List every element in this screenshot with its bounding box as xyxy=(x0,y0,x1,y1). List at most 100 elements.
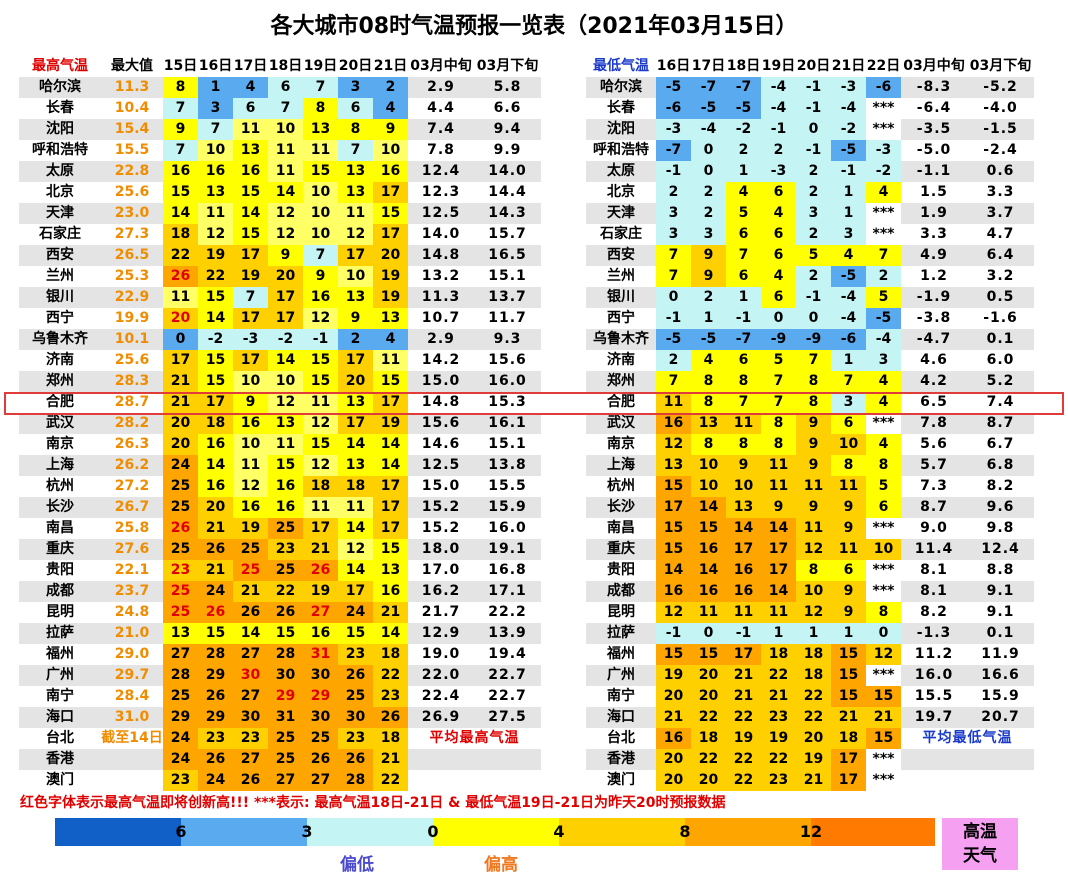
forecast-cell: 3 xyxy=(831,224,866,245)
forecast-cell: 2 xyxy=(373,77,408,98)
forecast-cell: 8 xyxy=(866,455,901,476)
average-cell: 11.7 xyxy=(488,310,527,326)
forecast-cell: 2 xyxy=(761,140,796,161)
forecast-cell: 16 xyxy=(303,287,338,308)
column-header: 19日 xyxy=(303,56,338,77)
forecast-cell: 15 xyxy=(831,686,866,707)
avg-max-label: 平均最高气温 xyxy=(429,730,520,746)
forecast-cell: 17 xyxy=(233,245,268,266)
average-cell: 18.0 xyxy=(408,539,474,560)
forecast-cell: 15 xyxy=(268,623,303,644)
average-cell: -3.5 xyxy=(901,119,967,140)
forecast-cell: 21 xyxy=(373,602,408,623)
forecast-cell: 17 xyxy=(338,581,373,602)
column-header: 15日 xyxy=(163,56,198,77)
column-header: 20日 xyxy=(796,56,831,77)
city-name: 成都 xyxy=(586,581,656,602)
forecast-cell: 27 xyxy=(163,644,198,665)
city-name: 贵阳 xyxy=(46,562,74,578)
forecast-cell: 17 xyxy=(831,749,866,770)
forecast-cell: 17 xyxy=(656,497,691,518)
forecast-cell: -5 xyxy=(656,77,691,98)
forecast-cell: 11 xyxy=(268,140,303,161)
forecast-cell: -9 xyxy=(796,329,831,350)
forecast-cell: -4 xyxy=(831,287,866,308)
forecast-cell: 25 xyxy=(233,560,268,581)
table-row: 乌鲁木齐 10.1 0 -2 -3 -2 -1 2 4 2.9 9.3 xyxy=(19,329,541,350)
forecast-cell: 2 xyxy=(796,224,831,245)
forecast-cell: 20 xyxy=(691,686,726,707)
forecast-cell: 12 xyxy=(303,308,338,329)
legend-high-label: 偏高 xyxy=(484,855,518,875)
forecast-cell: 18 xyxy=(303,476,338,497)
average-cell: 16.8 xyxy=(488,562,527,578)
city-name: 西安 xyxy=(586,245,656,266)
forecast-cell: 18 xyxy=(761,644,796,665)
forecast-cell: 9 xyxy=(831,518,866,539)
city-name: 济南 xyxy=(607,352,635,368)
forecast-cell: 13 xyxy=(338,161,373,182)
average-cell: 6.5 xyxy=(920,394,948,410)
header-row: 最高气温 最大值 15日 16日 17日 18日 19日 20日 21日 03月中旬 03月下旬 xyxy=(19,56,541,77)
city-name: 长沙 xyxy=(19,497,101,518)
forecast-cell: 4 xyxy=(866,434,901,455)
max-record-value: 26.2 xyxy=(101,455,163,476)
city-name: 天津 xyxy=(586,203,656,224)
forecast-cell: 23 xyxy=(761,770,796,791)
average-cell: 7.4 xyxy=(408,119,474,140)
city-name: 太原 xyxy=(586,161,656,182)
forecast-cell: 17 xyxy=(373,518,408,539)
forecast-cell: -7 xyxy=(726,77,761,98)
forecast-cell: 10 xyxy=(303,224,338,245)
forecast-cell: 25 xyxy=(163,497,198,518)
column-header: 17日 xyxy=(691,56,726,77)
forecast-cell: -1 xyxy=(726,623,761,644)
max-record-value: 27.6 xyxy=(101,539,163,560)
forecast-cell: 2 xyxy=(691,182,726,203)
city-name: 香港 xyxy=(19,749,101,770)
forecast-cell: 17 xyxy=(268,287,303,308)
city-name: 北京 xyxy=(607,184,635,200)
forecast-cell: 3 xyxy=(656,203,691,224)
average-cell: 11.3 xyxy=(408,287,474,308)
average-cell: 21.7 xyxy=(421,604,461,620)
forecast-cell: 13 xyxy=(338,287,373,308)
column-header: 18日 xyxy=(268,56,303,77)
city-name: 南京 xyxy=(46,436,74,452)
forecast-cell: -1 xyxy=(656,161,691,182)
forecast-cell: -2 xyxy=(831,119,866,140)
forecast-cell: 20 xyxy=(656,686,691,707)
forecast-cell: -5 xyxy=(866,308,901,329)
forecast-cell: 13 xyxy=(726,497,761,518)
forecast-cell: 9 xyxy=(796,434,831,455)
average-cell: -3.8 xyxy=(916,310,952,326)
city-name: 上海 xyxy=(586,455,656,476)
average-cell: 15.1 xyxy=(488,436,527,452)
average-cell: 14.6 xyxy=(421,436,461,452)
table-row: 北京 2 2 4 6 2 1 4 1.5 3.3 xyxy=(586,182,1034,203)
forecast-cell: 15 xyxy=(303,371,338,392)
average-cell: 3.3 xyxy=(920,226,948,242)
forecast-cell: 23 xyxy=(373,686,408,707)
forecast-cell: -1 xyxy=(303,329,338,350)
forecast-cell: 4 xyxy=(831,245,866,266)
forecast-cell: 22 xyxy=(796,707,831,728)
city-name: 西安 xyxy=(19,245,101,266)
forecast-cell: 2 xyxy=(866,266,901,287)
column-header: 17日 xyxy=(233,56,268,77)
forecast-cell: 2 xyxy=(656,182,691,203)
forecast-cell: -3 xyxy=(866,140,901,161)
table-row: 长沙 26.7 25 20 16 16 11 11 17 15.2 15.9 xyxy=(19,497,541,518)
average-cell xyxy=(901,770,967,791)
forecast-cell: 5 xyxy=(726,203,761,224)
average-cell: 0.6 xyxy=(967,161,1034,182)
forecast-cell: -2 xyxy=(268,329,303,350)
forecast-cell: 17 xyxy=(373,476,408,497)
forecast-cell: 22 xyxy=(691,707,726,728)
forecast-cell: 1 xyxy=(726,161,761,182)
table-row: 西安 7 9 7 6 5 4 7 4.9 6.4 xyxy=(586,245,1034,266)
max-record-value: 22.9 xyxy=(101,287,163,308)
forecast-cell: 18 xyxy=(796,644,831,665)
average-cell: 13.7 xyxy=(474,287,541,308)
forecast-cell: 5 xyxy=(761,350,796,371)
